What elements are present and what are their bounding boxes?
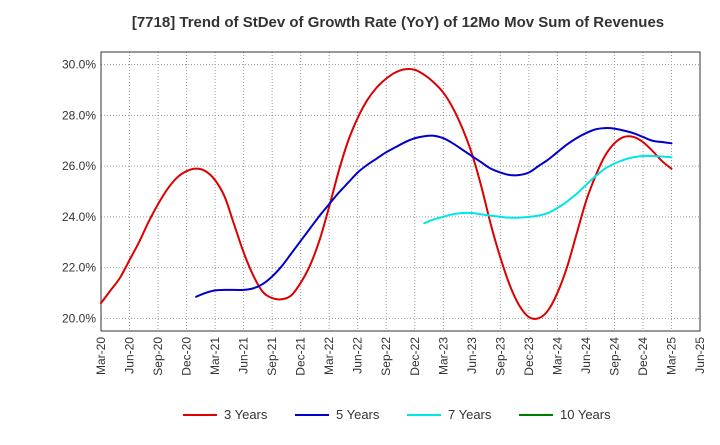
y-tick-label: 20.0% — [62, 311, 96, 325]
x-tick-label: Dec-24 — [636, 337, 650, 376]
y-tick-label: 24.0% — [62, 210, 96, 224]
x-tick-label: Dec-23 — [522, 337, 536, 376]
grid-layer — [100, 52, 701, 331]
series-line-3-years — [100, 67, 673, 320]
series-layer — [100, 67, 673, 320]
plot-area — [101, 52, 700, 331]
x-tick-label: Sep-24 — [607, 337, 621, 376]
x-tick-label: Sep-21 — [265, 337, 279, 376]
axis-layer: 20.0% 22.0% 24.0% 26.0% 28.0% 30.0% Mar-20 Jun-… — [62, 51, 707, 376]
x-tick-label: Dec-22 — [408, 337, 422, 376]
x-tick-label: Mar-24 — [550, 337, 564, 375]
x-tick-label: Mar-21 — [208, 337, 222, 375]
x-tick-label: Sep-23 — [493, 337, 507, 376]
x-tick-label: Jun-21 — [237, 337, 251, 374]
x-tick-label: Sep-20 — [151, 337, 165, 376]
legend: 3 Years 5 Years 7 Years 10 Years — [183, 407, 611, 422]
x-tick-label: Jun-22 — [351, 337, 365, 374]
x-tick-label: Mar-25 — [664, 337, 678, 375]
x-tick-label: Dec-21 — [294, 337, 308, 376]
x-tick-label: Dec-20 — [180, 337, 194, 376]
y-tick-label: 26.0% — [62, 159, 96, 173]
plot-frame — [100, 51, 701, 332]
x-tick-label: Mar-22 — [322, 337, 336, 375]
x-tick-label: Sep-22 — [379, 337, 393, 376]
x-tick-label: Mar-20 — [94, 337, 108, 375]
y-tick-label: 22.0% — [62, 261, 96, 275]
y-tick-label: 28.0% — [62, 108, 96, 122]
legend-label-7-years: 7 Years — [448, 407, 492, 422]
series-line-5-years — [195, 127, 673, 298]
legend-label-10-years: 10 Years — [560, 407, 611, 422]
x-tick-label: Jun-25 — [693, 337, 707, 374]
legend-label-3-years: 3 Years — [224, 407, 268, 422]
x-tick-label: Jun-23 — [465, 337, 479, 374]
chart-title: [7718] Trend of StDev of Growth Rate (Yo… — [132, 14, 664, 31]
series-line-7-years — [423, 154, 673, 225]
y-tick-label: 30.0% — [62, 58, 96, 72]
x-tick-label: Jun-20 — [123, 337, 137, 374]
x-tick-label: Jun-24 — [579, 337, 593, 374]
x-tick-label: Mar-23 — [436, 337, 450, 375]
legend-label-5-years: 5 Years — [336, 407, 380, 422]
